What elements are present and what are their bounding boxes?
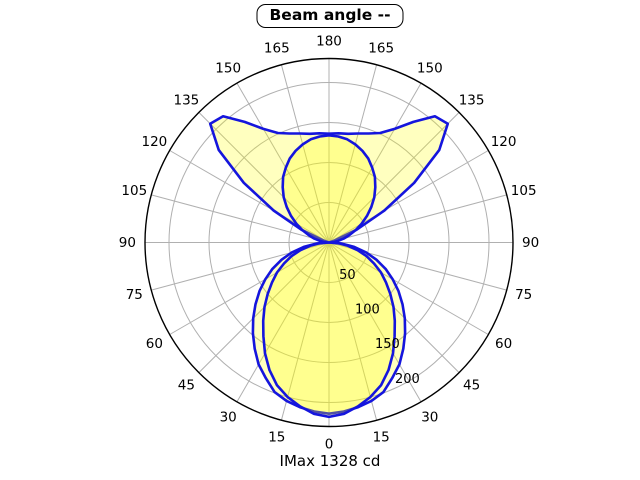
angle-tick-label: 15 [373, 430, 390, 446]
angle-tick-label: 105 [121, 183, 147, 199]
radial-gridline [328, 64, 378, 243]
r-tick-label: 50 [339, 268, 356, 283]
angle-tick-label: 135 [459, 92, 485, 108]
radial-gridline [169, 242, 330, 335]
angle-tick-label: 75 [515, 287, 532, 303]
radial-gridline [151, 194, 330, 243]
radial-gridline [328, 242, 489, 335]
angle-tick-label: 45 [178, 378, 195, 394]
radial-gridline [328, 194, 507, 243]
angle-tick-label: 60 [146, 336, 163, 352]
radial-gridline [328, 82, 422, 243]
angle-tick-label: 90 [119, 235, 136, 251]
r-tick-label: 100 [355, 303, 380, 318]
angle-tick-label: 150 [215, 60, 241, 76]
beam-angle-title-box: Beam angle -- [256, 4, 404, 28]
angle-tick-label: 150 [417, 60, 443, 76]
radial-gridline [236, 242, 330, 403]
angle-tick-label: 30 [421, 410, 438, 426]
angle-tick-label: 180 [316, 33, 342, 49]
angle-tick-label: 75 [126, 287, 143, 303]
angle-tick-label: 165 [264, 40, 290, 56]
beam-angle-title-text: Beam angle -- [269, 6, 391, 24]
radial-gridline [328, 112, 460, 243]
angle-tick-label: 90 [522, 235, 539, 251]
radial-gridline [280, 242, 330, 421]
radial-gridline [280, 64, 330, 243]
angle-tick-label: 15 [268, 430, 285, 446]
photometric-curve-plane-c90-c270 [261, 134, 397, 419]
angle-tick-label: 0 [325, 437, 334, 453]
radial-gridline [328, 150, 489, 243]
radial-gridline [236, 82, 330, 243]
photometric-curve-plane-c0-c180 [208, 115, 450, 415]
angle-tick-label: 120 [491, 134, 517, 150]
polar-axis-outline [144, 57, 514, 428]
angle-tick-label: 135 [174, 92, 200, 108]
angle-tick-label: 30 [220, 410, 237, 426]
imax-caption: IMax 1328 cd [279, 452, 381, 470]
radial-gridline [328, 242, 422, 403]
radial-gridline [169, 150, 330, 243]
angle-tick-label: 120 [142, 134, 168, 150]
radial-gridline [328, 242, 378, 421]
r-tick-label: 200 [395, 372, 420, 387]
angle-tick-label: 165 [368, 40, 394, 56]
angle-tick-label: 60 [495, 336, 512, 352]
angle-tick-label: 45 [463, 378, 480, 394]
angle-tick-label: 105 [511, 183, 537, 199]
radial-gridline [198, 112, 330, 243]
r-tick-label: 150 [375, 337, 400, 352]
